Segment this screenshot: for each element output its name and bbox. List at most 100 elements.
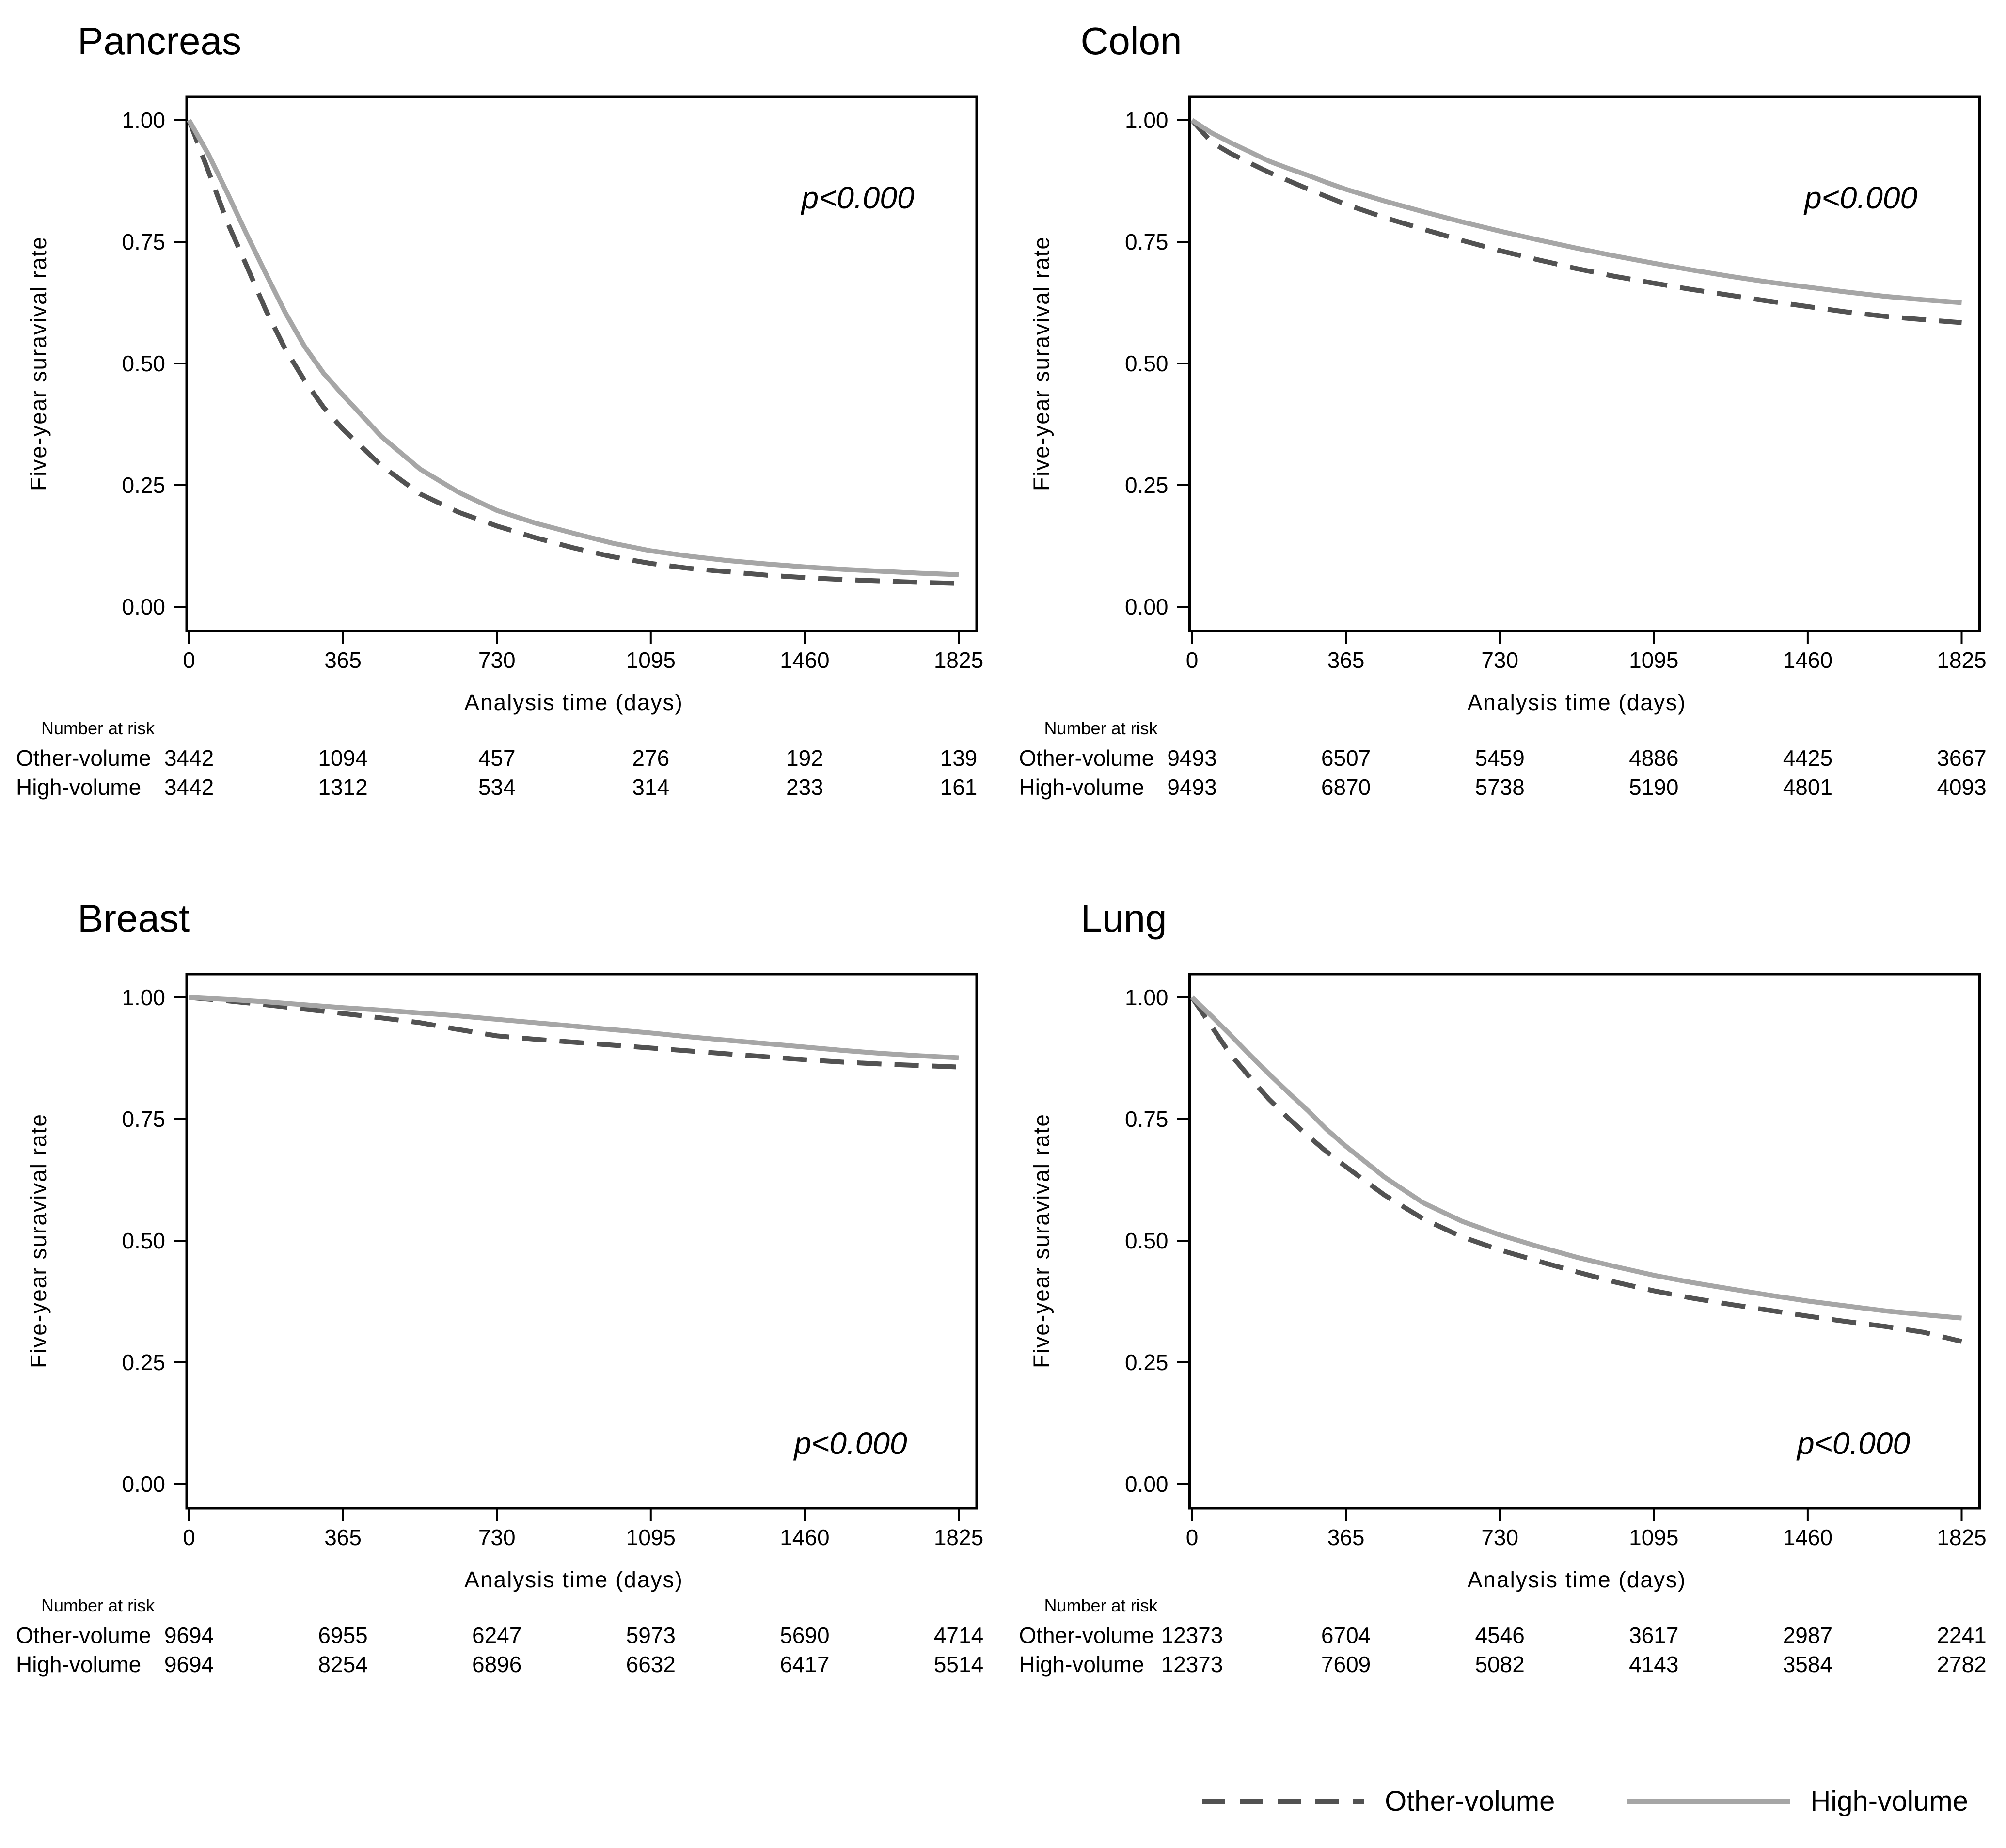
y-tick-label: 0.50 xyxy=(1125,1228,1169,1253)
panel-title: Lung xyxy=(1081,897,1167,940)
y-tick-label: 1.00 xyxy=(122,108,165,133)
y-tick-label: 0.50 xyxy=(122,1228,165,1253)
panel-breast: Breast p<0.000 Five-year suravival rate … xyxy=(0,877,1003,1754)
survival-curve-high-volume xyxy=(1190,118,1962,305)
legend-item-high-volume: High-volume xyxy=(1627,1785,1968,1817)
risk-count: 457 xyxy=(478,745,516,771)
x-tick-label: 1825 xyxy=(934,1525,983,1550)
x-tick-label: 0 xyxy=(183,1525,195,1550)
x-tick-label: 730 xyxy=(478,1525,516,1550)
risk-count: 6955 xyxy=(318,1623,367,1648)
risk-count: 3667 xyxy=(1937,745,1986,771)
x-tick-label: 0 xyxy=(183,648,195,673)
risk-count: 5738 xyxy=(1475,774,1525,800)
breast-survival-chart: Breast p<0.000 Five-year suravival rate … xyxy=(16,897,983,1677)
plot-render-layer: 0.00 0.25 0.50 0.75 1.00 0 365 730 1095 1460 1825 9… xyxy=(1125,95,1987,800)
risk-row-label-high-volume: High-volume xyxy=(16,774,141,800)
risk-count: 233 xyxy=(786,774,823,800)
panel-colon: Colon p<0.000 Five-year suravival rate A… xyxy=(1003,0,2006,877)
legend-label-other-volume: Other-volume xyxy=(1385,1785,1555,1817)
risk-count: 8254 xyxy=(318,1652,367,1677)
y-tick-label: 0.75 xyxy=(1125,1106,1169,1132)
y-tick-label: 0.75 xyxy=(1125,229,1169,254)
number-at-risk-header: Number at risk xyxy=(1044,718,1158,738)
risk-count: 9493 xyxy=(1167,745,1216,771)
number-at-risk-header: Number at risk xyxy=(41,718,155,738)
x-tick-label: 365 xyxy=(324,1525,362,1550)
risk-count: 6870 xyxy=(1321,774,1371,800)
colon-survival-chart: Colon p<0.000 Five-year suravival rate A… xyxy=(1019,19,1987,800)
risk-count: 4801 xyxy=(1783,774,1832,800)
risk-count: 534 xyxy=(478,774,516,800)
p-value: p<0.000 xyxy=(800,180,915,215)
risk-count: 2987 xyxy=(1783,1623,1832,1648)
y-tick-label: 0.50 xyxy=(1125,351,1169,376)
x-tick-label: 730 xyxy=(1481,648,1518,673)
x-tick-label: 365 xyxy=(324,648,362,673)
number-at-risk-header: Number at risk xyxy=(41,1595,155,1615)
risk-row-label-other-volume: Other-volume xyxy=(16,1623,151,1648)
risk-count: 5459 xyxy=(1475,745,1525,771)
risk-row-label-other-volume: Other-volume xyxy=(16,745,151,771)
x-tick-label: 730 xyxy=(1481,1525,1518,1550)
panel-pancreas: Pancreas p<0.000 Five-year suravival rat… xyxy=(0,0,1003,877)
panel-title: Colon xyxy=(1081,19,1182,63)
risk-count: 4093 xyxy=(1937,774,1986,800)
p-value: p<0.000 xyxy=(1796,1426,1911,1461)
legend: Other-volume High-volume xyxy=(0,1754,2006,1848)
risk-row-label-other-volume: Other-volume xyxy=(1019,1623,1154,1648)
panel-lung: Lung p<0.000 Five-year suravival rate An… xyxy=(1003,877,2006,1754)
y-tick-label: 0.25 xyxy=(122,473,165,498)
risk-count: 9694 xyxy=(164,1623,214,1648)
x-tick-label: 1095 xyxy=(1629,1525,1678,1550)
x-tick-label: 730 xyxy=(478,648,516,673)
risk-row-label-other-volume: Other-volume xyxy=(1019,745,1154,771)
pancreas-survival-chart: Pancreas p<0.000 Five-year suravival rat… xyxy=(16,19,983,800)
y-tick-label: 0.75 xyxy=(122,229,165,254)
legend-item-other-volume: Other-volume xyxy=(1202,1785,1555,1817)
y-axis-label: Five-year suravival rate xyxy=(1029,1113,1054,1368)
y-tick-label: 0.00 xyxy=(1125,1471,1169,1497)
risk-count: 6704 xyxy=(1321,1623,1371,1648)
x-tick-label: 1460 xyxy=(780,1525,829,1550)
risk-count: 276 xyxy=(632,745,669,771)
risk-count: 12373 xyxy=(1161,1652,1223,1677)
plot-render-layer: 0.00 0.25 0.50 0.75 1.00 0 365 730 1095 1460 1825 3… xyxy=(122,95,983,800)
x-tick-label: 1460 xyxy=(780,648,829,673)
risk-count: 6632 xyxy=(626,1652,676,1677)
risk-count: 3442 xyxy=(164,745,214,771)
x-tick-label: 1460 xyxy=(1783,648,1832,673)
x-tick-label: 1825 xyxy=(1937,648,1986,673)
risk-count: 5190 xyxy=(1629,774,1678,800)
risk-count: 314 xyxy=(632,774,669,800)
y-tick-label: 0.00 xyxy=(122,1471,165,1497)
survival-curve-other-volume xyxy=(187,119,959,586)
y-tick-label: 0.50 xyxy=(122,351,165,376)
y-tick-label: 0.00 xyxy=(1125,594,1169,619)
risk-count: 12373 xyxy=(1161,1623,1223,1648)
risk-count: 4714 xyxy=(934,1623,983,1648)
y-tick-label: 1.00 xyxy=(1125,108,1169,133)
y-axis-label: Five-year suravival rate xyxy=(26,236,51,491)
risk-count: 5973 xyxy=(626,1623,676,1648)
risk-count: 9493 xyxy=(1167,774,1216,800)
legend-label-high-volume: High-volume xyxy=(1810,1785,1968,1817)
risk-count: 2241 xyxy=(1937,1623,1986,1648)
x-axis-label: Analysis time (days) xyxy=(1468,690,1687,715)
risk-count: 139 xyxy=(940,745,978,771)
x-tick-label: 1460 xyxy=(1783,1525,1832,1550)
y-axis-label: Five-year suravival rate xyxy=(1029,236,1054,491)
solid-line-key-icon xyxy=(1627,1799,1790,1804)
dashed-line-key-icon xyxy=(1202,1799,1365,1804)
survival-curve-high-volume xyxy=(189,995,959,1060)
x-tick-label: 1095 xyxy=(626,648,676,673)
y-tick-label: 1.00 xyxy=(1125,985,1169,1010)
survival-curve-other-volume xyxy=(1190,996,1962,1344)
survival-curve-high-volume xyxy=(1190,995,1962,1321)
y-tick-label: 0.75 xyxy=(122,1106,165,1132)
x-tick-label: 0 xyxy=(1186,648,1199,673)
y-tick-label: 0.25 xyxy=(122,1350,165,1375)
panel-title: Pancreas xyxy=(78,19,241,63)
risk-count: 6247 xyxy=(472,1623,521,1648)
risk-count: 9694 xyxy=(164,1652,214,1677)
